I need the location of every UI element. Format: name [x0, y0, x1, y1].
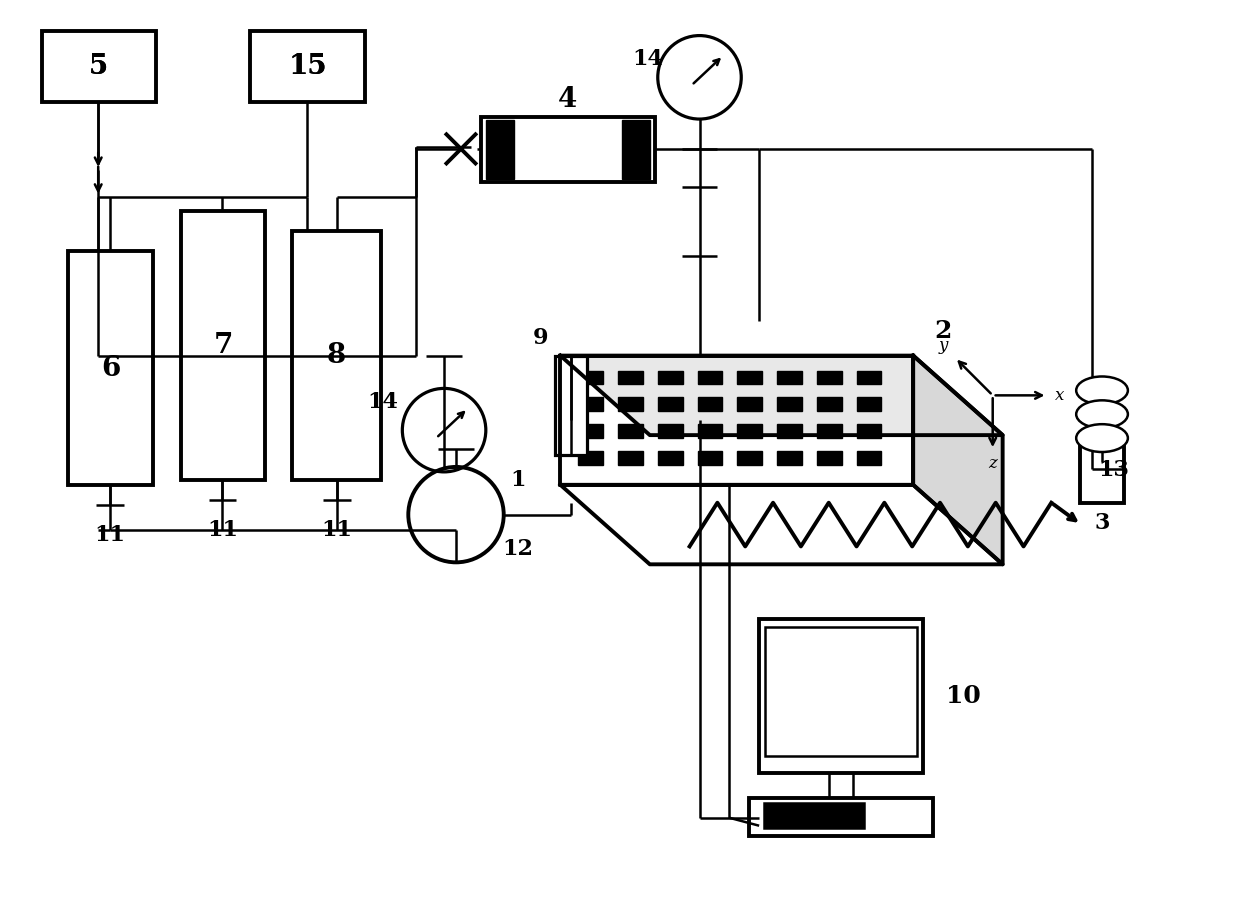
Bar	[698, 371, 723, 385]
Bar	[857, 397, 882, 411]
Bar	[618, 425, 642, 438]
Bar	[749, 798, 932, 835]
Text: y: y	[939, 337, 947, 355]
Text: 13: 13	[1099, 459, 1130, 481]
Polygon shape	[560, 355, 1003, 435]
Ellipse shape	[1076, 425, 1128, 452]
Bar	[181, 212, 265, 480]
Polygon shape	[913, 355, 1003, 564]
Text: 11: 11	[321, 518, 352, 541]
Bar	[759, 619, 923, 773]
Text: 9: 9	[533, 326, 548, 349]
Text: 5: 5	[89, 53, 108, 80]
Bar	[68, 251, 153, 484]
Ellipse shape	[1076, 400, 1128, 428]
Bar	[578, 451, 603, 464]
Bar	[578, 397, 603, 411]
Bar	[738, 425, 763, 438]
Text: 15: 15	[288, 53, 326, 80]
Bar	[657, 397, 682, 411]
Text: 10: 10	[946, 684, 981, 708]
Bar	[698, 451, 723, 464]
Bar	[777, 371, 802, 385]
Text: 5: 5	[89, 53, 108, 80]
Text: 7: 7	[213, 332, 233, 359]
Text: 1: 1	[510, 469, 526, 491]
Text: 11: 11	[207, 518, 238, 541]
Bar	[764, 803, 863, 828]
Bar	[618, 451, 642, 464]
Bar	[777, 397, 802, 411]
Bar	[250, 31, 365, 102]
Bar	[698, 397, 723, 411]
Polygon shape	[560, 355, 913, 484]
Text: 14: 14	[632, 48, 663, 70]
Text: 2: 2	[934, 319, 952, 343]
Polygon shape	[560, 484, 1003, 564]
Bar	[817, 397, 842, 411]
Text: 12: 12	[502, 538, 533, 561]
Text: 6: 6	[100, 355, 120, 382]
Text: 8: 8	[327, 342, 346, 369]
Bar	[481, 117, 655, 182]
Bar	[857, 371, 882, 385]
Bar	[777, 451, 802, 464]
Bar	[738, 451, 763, 464]
Ellipse shape	[1076, 376, 1128, 405]
Text: 14: 14	[367, 391, 398, 414]
Bar	[657, 425, 682, 438]
Text: 3: 3	[1095, 512, 1110, 534]
Bar	[486, 120, 513, 179]
Bar	[657, 371, 682, 385]
Bar	[291, 232, 382, 480]
Bar	[738, 397, 763, 411]
Bar	[698, 425, 723, 438]
Bar	[556, 355, 588, 455]
Bar	[765, 627, 918, 756]
Bar	[777, 425, 802, 438]
Text: 15: 15	[288, 53, 326, 80]
Bar	[817, 451, 842, 464]
Bar	[657, 451, 682, 464]
Bar	[817, 425, 842, 438]
Bar	[618, 397, 642, 411]
Bar	[578, 425, 603, 438]
Text: 11: 11	[94, 524, 125, 545]
Text: z: z	[988, 455, 997, 473]
Bar	[738, 371, 763, 385]
Bar	[618, 371, 642, 385]
Bar	[857, 451, 882, 464]
Text: x: x	[1054, 387, 1064, 404]
Text: 4: 4	[558, 85, 578, 113]
Bar	[578, 371, 603, 385]
Bar	[817, 371, 842, 385]
Bar	[622, 120, 650, 179]
Bar	[857, 425, 882, 438]
Bar	[1080, 435, 1123, 503]
Bar	[42, 31, 156, 102]
